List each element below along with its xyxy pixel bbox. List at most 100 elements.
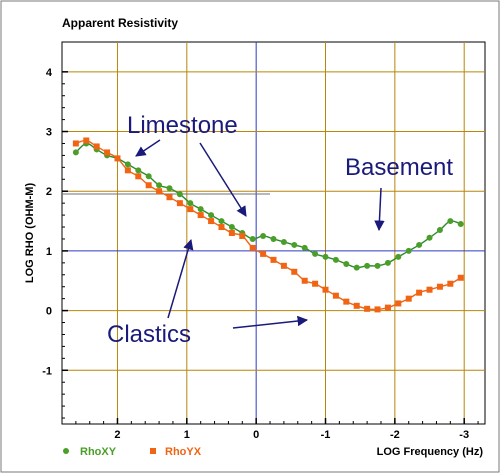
x-axis-label: LOG Frequency (Hz): [377, 446, 484, 458]
x-tick-label: 1: [184, 429, 190, 441]
point-rhoyx: [72, 140, 79, 147]
point-rhoxy: [187, 200, 194, 207]
point-rhoyx: [270, 256, 277, 263]
point-rhoxy: [176, 191, 183, 198]
point-rhoyx: [187, 206, 194, 213]
point-rhoyx: [260, 250, 267, 257]
point-rhoyx: [395, 300, 402, 307]
x-tick-label: -2: [390, 429, 400, 441]
point-rhoxy: [384, 259, 391, 266]
point-rhoyx: [114, 155, 121, 162]
annotation-basement: Basement: [345, 154, 453, 181]
x-tick-label: -1: [321, 429, 331, 441]
point-rhoyx: [218, 224, 225, 231]
point-rhoyx: [176, 200, 183, 207]
point-rhoyx: [197, 212, 204, 219]
point-rhoxy: [145, 173, 152, 180]
point-rhoxy: [280, 238, 287, 245]
point-rhoyx: [312, 280, 319, 287]
point-rhoyx: [208, 218, 215, 225]
point-rhoyx: [343, 298, 350, 305]
legend: RhoXY RhoYX: [63, 446, 202, 458]
legend-rhoxy-marker: [63, 448, 69, 454]
annotations: Limestone Basement Clastics: [107, 112, 453, 348]
point-rhoyx: [457, 274, 464, 281]
point-rhoyx: [83, 137, 90, 144]
y-tick-label: 4: [46, 67, 53, 79]
point-rhoxy: [228, 224, 235, 231]
arrow-clastics-1: [167, 238, 194, 319]
point-rhoyx: [436, 283, 443, 290]
point-rhoyx: [239, 232, 246, 239]
arrow-limestone-2: [199, 142, 247, 217]
annotation-clastics: Clastics: [107, 321, 191, 348]
point-rhoxy: [301, 244, 308, 251]
point-rhoxy: [291, 241, 298, 248]
x-ticks: 2 1 0 -1 -2 -3: [61, 418, 479, 441]
point-rhoyx: [135, 173, 142, 180]
point-rhoyx: [145, 182, 152, 189]
point-rhoyx: [291, 268, 298, 275]
point-rhoxy: [332, 256, 339, 263]
plot-area: [61, 41, 486, 425]
y-tick-label: 3: [46, 127, 52, 139]
y-tick-label: 0: [46, 306, 52, 318]
y-tick-label: -1: [42, 365, 52, 377]
legend-rhoyx-marker: [150, 448, 156, 454]
point-rhoyx: [124, 167, 131, 174]
y-ticks: 4 3 2 1 0 -1: [42, 67, 68, 419]
point-rhoyx: [364, 305, 371, 312]
point-rhoxy: [457, 221, 464, 228]
point-rhoxy: [218, 218, 225, 225]
point-rhoxy: [395, 253, 402, 260]
point-rhoyx: [280, 262, 287, 269]
point-rhoxy: [166, 185, 173, 192]
point-rhoxy: [353, 264, 360, 271]
point-rhoxy: [312, 250, 319, 257]
point-rhoyx: [104, 149, 111, 156]
point-rhoyx: [447, 280, 454, 287]
point-rhoxy: [322, 253, 329, 260]
y-tick-label: 1: [46, 246, 52, 258]
point-rhoxy: [124, 161, 131, 168]
point-rhoxy: [374, 262, 381, 269]
point-rhoxy: [197, 206, 204, 213]
point-rhoyx: [93, 143, 100, 150]
annotation-limestone: Limestone: [127, 112, 238, 139]
point-rhoyx: [322, 286, 329, 293]
arrow-clastics-2: [232, 315, 309, 329]
x-tick-label: 2: [114, 429, 120, 441]
point-rhoyx: [384, 304, 391, 311]
point-rhoyx: [426, 286, 433, 293]
x-tick-label: 0: [253, 429, 259, 441]
point-rhoxy: [343, 261, 350, 268]
point-rhoyx: [353, 302, 360, 309]
point-rhoyx: [228, 230, 235, 236]
point-rhoxy: [436, 227, 443, 234]
point-rhoyx: [332, 292, 339, 299]
point-rhoxy: [270, 235, 277, 242]
y-axis-label: LOG RHO (OHM-M): [24, 183, 36, 284]
point-rhoyx: [156, 188, 163, 195]
legend-rhoyx-label: RhoYX: [165, 446, 202, 458]
x-tick-label: -3: [459, 429, 469, 441]
point-rhoxy: [260, 232, 267, 239]
point-rhoyx: [374, 306, 381, 313]
point-rhoxy: [208, 212, 215, 219]
point-rhoxy: [426, 234, 433, 241]
legend-rhoxy-label: RhoXY: [80, 446, 117, 458]
point-rhoxy: [416, 241, 423, 248]
point-rhoyx: [405, 295, 412, 302]
point-rhoxy: [249, 235, 256, 242]
y-tick-label: 2: [46, 186, 52, 198]
arrow-limestone-1: [135, 139, 161, 157]
grid: [62, 42, 485, 424]
point-rhoxy: [72, 149, 79, 156]
point-rhoxy: [135, 167, 142, 174]
point-rhoyx: [416, 289, 423, 296]
point-rhoxy: [405, 247, 412, 254]
point-rhoxy: [364, 262, 371, 269]
arrow-basement: [374, 187, 385, 232]
